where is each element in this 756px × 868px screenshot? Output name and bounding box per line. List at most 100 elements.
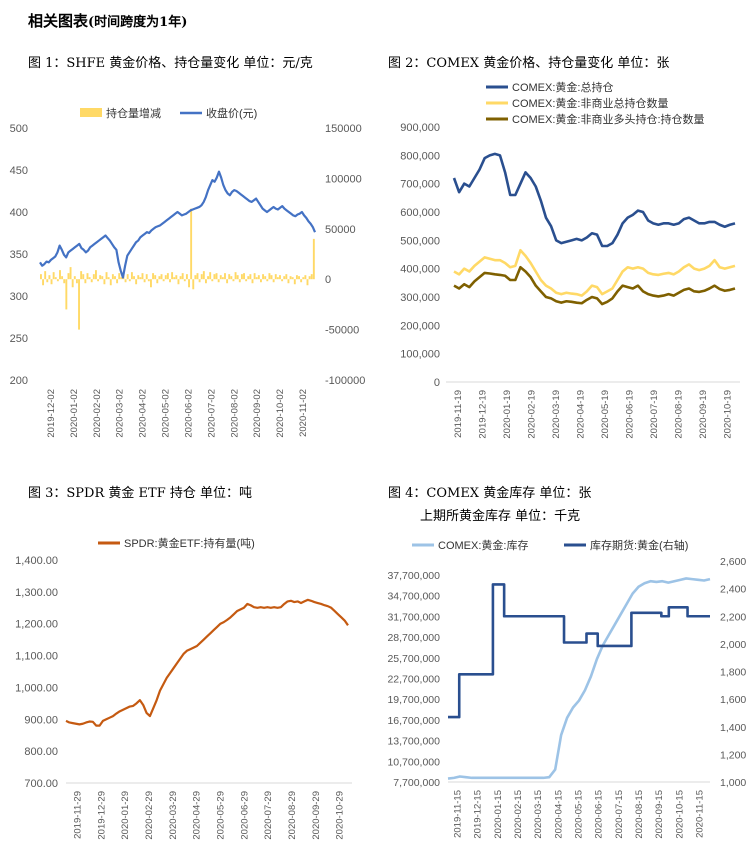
fig1-bar — [56, 279, 59, 282]
fig3-x-tick-label: 2020-03-29 — [168, 791, 179, 840]
fig1-bar — [84, 279, 87, 284]
fig3-y-tick-label: 1,300.00 — [15, 587, 58, 599]
fig4-x-tick-label: 2019-12-15 — [473, 790, 484, 839]
fig1-bar — [101, 276, 104, 280]
fig1-x-tick-label: 2020-08-02 — [229, 389, 240, 438]
fig4-left-tick-label: 19,700,000 — [387, 694, 440, 706]
fig1-bar — [260, 279, 262, 283]
fig2-chart: 0 100,000 200,000 300,000 400,000 500,000 600,… — [400, 80, 740, 439]
fig3-y-tick-label: 800.00 — [24, 746, 58, 758]
fig1-bar — [169, 279, 171, 283]
fig1-right-tick-label: 100000 — [325, 173, 362, 185]
fig1-bar — [213, 274, 216, 280]
fig1-bar — [61, 276, 64, 280]
fig4-x-tick-label: 2019-11-15 — [453, 790, 464, 838]
fig1-bar — [46, 279, 49, 283]
fig4-line-comex-stock — [447, 577, 711, 780]
fig1-bar — [198, 279, 201, 283]
fig1-bar — [137, 275, 140, 280]
fig1-x-tick-label: 2020-09-02 — [252, 389, 263, 438]
fig2-y-tick-label: 800,000 — [400, 150, 440, 162]
fig2-x-tick-label: 2019-11-19 — [453, 390, 464, 438]
fig1-bar — [40, 274, 42, 280]
fig3-line-spdr — [65, 598, 349, 727]
fig3-x-tick-label: 2020-07-29 — [263, 791, 274, 840]
fig3-y-tick-label: 1,000.00 — [15, 682, 58, 694]
fig1-bar — [67, 273, 70, 280]
fig4-x-tick-label: 2020-07-15 — [614, 790, 625, 839]
fig1-line-close-price — [39, 170, 317, 279]
fig1-bar — [143, 279, 146, 283]
fig1-bar — [114, 276, 116, 280]
fig1-bar — [295, 275, 298, 280]
fig2-y-tick-label: 600,000 — [400, 207, 440, 219]
fig2-x-tick-label: 2020-06-19 — [624, 390, 635, 439]
fig1-bar — [219, 275, 222, 280]
fig1-bar — [73, 276, 76, 280]
fig1-bar — [152, 273, 155, 280]
fig3-x-tick-label: 2019-12-29 — [96, 791, 107, 840]
fig1-left-tick-label: 300 — [10, 291, 28, 303]
fig4-left-tick-label: 16,700,000 — [387, 715, 440, 727]
fig3-x-tick-label: 2020-10-29 — [335, 791, 346, 840]
fig1-bar — [42, 279, 45, 286]
fig2-y-tick-label: 200,000 — [400, 320, 440, 332]
fig4-x-tick-label: 2020-08-15 — [634, 790, 645, 839]
fig4-left-tick-label: 13,700,000 — [387, 736, 440, 748]
fig1-bar — [192, 279, 195, 290]
fig1-bar — [298, 276, 300, 280]
fig3-y-tick-label: 1,200.00 — [15, 619, 58, 631]
page-title-note: (时间跨度为1年) — [88, 15, 188, 30]
fig4-right-tick-label: 1,800 — [720, 667, 746, 679]
fig4-left-tick-label: 25,700,000 — [387, 653, 440, 665]
fig1-left-tick-label: 250 — [10, 333, 28, 345]
fig1-left-tick-label: 450 — [10, 165, 28, 177]
fig1-bar — [156, 279, 159, 284]
fig2-x-tick-label: 2020-08-19 — [673, 390, 684, 439]
fig4-caption-line1: 图 4：COMEX 黄金库存 单位：张 — [388, 486, 592, 501]
fig4-left-tick-label: 10,700,000 — [387, 756, 440, 768]
fig1-bar — [162, 279, 165, 282]
fig4-line-shfe-stock — [448, 583, 710, 719]
fig1-bar — [118, 273, 121, 280]
fig1-bar — [304, 275, 307, 280]
fig2-legend-label: COMEX:黄金:非商业多头持仓:持仓数量 — [512, 112, 705, 126]
fig2-line-series-2 — [453, 265, 736, 306]
fig2-x-tick-label: 2020-09-19 — [698, 390, 709, 439]
fig1-bar — [228, 274, 231, 280]
fig1-bar — [86, 273, 89, 280]
fig1-bar — [293, 279, 296, 285]
fig1-bar — [185, 274, 188, 280]
fig1-bar — [95, 270, 97, 280]
fig4-left-tick-label: 31,700,000 — [387, 611, 440, 623]
fig1-bar — [183, 279, 186, 282]
fig1-bar — [251, 279, 254, 284]
fig2-legend-label: COMEX:黄金:非商业总持仓数量 — [512, 96, 668, 110]
fig1-bar — [82, 274, 85, 280]
fig1-bar — [234, 272, 237, 280]
fig1-bar — [283, 276, 286, 280]
fig2-x-tick-label: 2020-01-19 — [502, 390, 513, 439]
fig1-bar — [90, 279, 93, 283]
fig1-bar — [158, 276, 161, 280]
fig1-bar — [105, 272, 108, 280]
fig2-y-tick-label: 900,000 — [400, 122, 440, 134]
fig1-bar — [264, 276, 267, 280]
fig3-y-tick-label: 900.00 — [24, 714, 58, 726]
fig1-bar — [226, 279, 229, 284]
fig1-x-tick-label: 2020-10-02 — [275, 389, 286, 438]
fig2-y-tick-label: 0 — [434, 377, 440, 389]
fig4-x-tick-label: 2020-05-15 — [574, 790, 585, 839]
fig4-legend-label-shfe: 库存期货:黄金(右轴) — [590, 538, 688, 552]
fig1-legend-label-price: 收盘价(元) — [206, 106, 257, 120]
fig4-x-tick-label: 2020-02-15 — [513, 790, 524, 839]
fig4-left-tick-label: 37,700,000 — [387, 570, 440, 582]
fig2-y-tick-label: 100,000 — [400, 349, 440, 361]
fig4-chart: 7,700,000 10,700,000 13,700,000 16,700,000 1… — [387, 538, 746, 839]
fig2-x-tick-label: 2020-02-19 — [526, 390, 537, 439]
fig1-bar — [116, 279, 119, 284]
fig2-line-series-1 — [453, 248, 736, 297]
fig1-bar — [202, 271, 205, 280]
fig1-bar — [200, 274, 203, 280]
fig1-bar — [150, 279, 152, 288]
